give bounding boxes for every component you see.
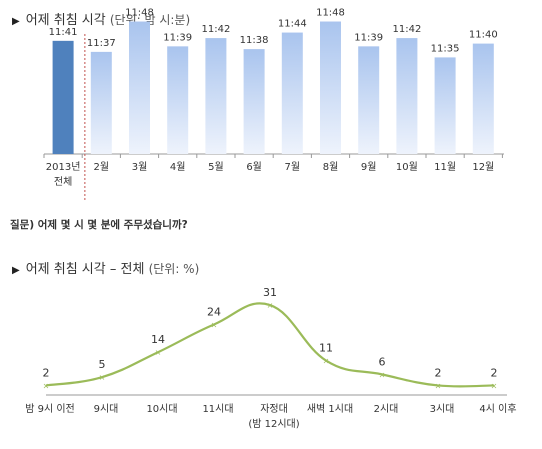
point-value-label: 24 [207,305,221,318]
line-category-label: 새벽 1시대 [307,403,353,415]
bar-category-label: 11월 [434,161,456,173]
bar [243,49,265,155]
bar-value-label: 11:48 [125,8,154,19]
bar [472,43,494,154]
bar [167,46,189,154]
bar-category-label: 8월 [323,161,339,173]
bar-category-label: 전체 [54,176,72,188]
point-value-label: 2 [435,366,442,379]
bar-value-label: 11:35 [431,43,460,54]
bar [205,38,227,154]
bar-category-label: 5월 [208,161,224,173]
line-category-label: 자정대 [260,403,288,415]
bar [52,40,74,155]
bar-category-label: 4월 [170,161,186,173]
line-chart-title: ▶ 어제 취침 시각 – 전체 (단위: %) [12,258,199,277]
bar-category-label: 9월 [361,161,377,173]
bar-category-label: 6월 [246,161,262,173]
point-value-label: 5 [99,358,106,371]
bar-category-label: 10월 [396,161,418,173]
data-point-marker: × [435,381,442,390]
bar-value-label: 11:41 [49,27,78,38]
bar-category-label: 3월 [132,161,148,173]
bar-category-label: 2월 [94,161,110,173]
line-category-label: 3시대 [430,403,455,415]
line-category-label: 밤 9시 이전 [25,403,75,415]
line-category-label: 2시대 [374,403,399,415]
bar-value-label: 11:42 [392,24,421,35]
line-category-sublabel: (밤 12시대) [248,418,299,430]
triangle-bullet-icon: ▶ [12,16,20,27]
point-value-label: 6 [379,355,386,368]
line-chart-unit: (단위: %) [148,262,200,276]
line-category-label: 4시 이후 [479,403,516,415]
bar [320,21,341,154]
line-category-label: 11시대 [202,403,233,415]
data-point-marker: × [267,301,274,310]
bar [434,57,456,154]
point-value-label: 31 [263,286,277,299]
bar-value-label: 11:39 [354,32,383,43]
bar-value-label: 11:42 [201,24,230,35]
bar-value-label: 11:37 [87,38,116,49]
bar-value-label: 11:40 [469,30,498,41]
line-category-label: 9시대 [94,403,119,415]
bar [90,51,112,154]
bar [281,32,303,155]
point-value-label: 2 [491,366,498,379]
survey-question: 질문) 어제 몇 시 몇 분에 주무셨습니까? [10,219,188,231]
bar-value-label: 11:48 [316,8,345,19]
series-line [45,302,495,388]
point-value-label: 14 [151,333,165,346]
bar-chart-title-text: 어제 취침 시각 [25,13,106,28]
bar [396,38,418,154]
data-point-marker: × [43,381,50,390]
point-value-label: 11 [319,342,333,355]
line-category-label: 10시대 [146,403,177,415]
data-point-marker: × [323,357,330,366]
data-point-marker: × [491,381,498,390]
bar-value-label: 11:38 [240,35,269,46]
point-value-label: 2 [43,366,50,379]
data-point-marker: × [379,370,386,379]
data-point-marker: × [155,348,162,357]
triangle-bullet-icon: ▶ [12,265,20,276]
bar-category-label: 2013년 [46,161,81,173]
bar-category-label: 12월 [472,161,494,173]
bar-category-label: 7월 [285,161,301,173]
bar-value-label: 11:44 [278,19,307,30]
line-chart-title-text: 어제 취침 시각 – 전체 [25,262,145,277]
data-point-marker: × [211,320,218,329]
bar [358,46,380,154]
bar [129,21,150,154]
data-point-marker: × [99,373,106,382]
bar-value-label: 11:39 [163,32,192,43]
